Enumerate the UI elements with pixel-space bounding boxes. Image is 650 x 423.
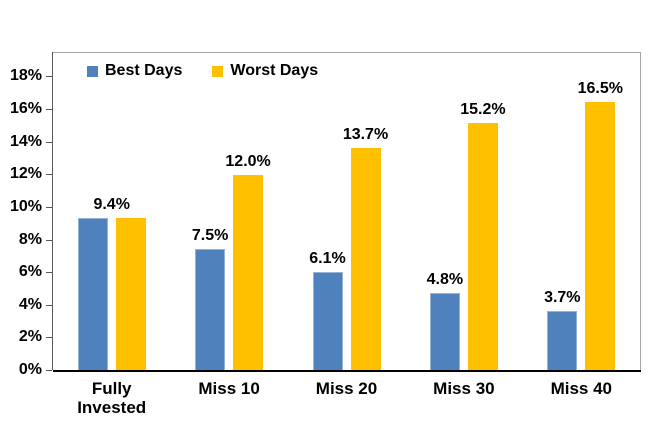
y-tick-mark-0 xyxy=(46,370,52,371)
y-tick-label-4: 4% xyxy=(18,295,42,313)
bar-group-miss-10 xyxy=(195,53,264,371)
y-tick-mark-14 xyxy=(46,141,52,143)
y-tick-mark-4 xyxy=(46,304,52,306)
legend-item-best-days: Best Days xyxy=(87,62,182,80)
y-tick-label-16: 16% xyxy=(9,100,42,118)
bar-group-miss-40 xyxy=(547,53,616,371)
bar-best-days-miss-30 xyxy=(429,292,460,371)
y-tick-mark-16 xyxy=(46,109,52,111)
data-label-miss-30-worst-days: 15.2% xyxy=(460,101,506,119)
y-tick-label-2: 2% xyxy=(18,328,42,346)
bar-group-miss-30 xyxy=(429,53,498,371)
data-label-fully-invested: 9.4% xyxy=(93,195,130,213)
bar-best-days-miss-10 xyxy=(195,248,226,371)
data-label-miss-40-best-days: 3.7% xyxy=(544,288,581,306)
y-tick-label-0: 0% xyxy=(18,361,42,378)
x-category-label-miss-40: Miss 40 xyxy=(550,379,613,398)
data-label-miss-20-best-days: 6.1% xyxy=(309,249,346,267)
y-tick-mark-12 xyxy=(46,174,52,176)
x-category-label-miss-20: Miss 20 xyxy=(315,379,378,398)
y-tick-mark-10 xyxy=(46,206,52,208)
legend-label-worst-days: Worst Days xyxy=(230,62,319,79)
y-tick-label-10: 10% xyxy=(9,197,42,215)
bar-worst-days-fully-invested xyxy=(115,217,146,371)
y-axis-line xyxy=(52,52,53,370)
legend-label-best-days: Best Days xyxy=(105,62,183,79)
x-axis-line xyxy=(53,370,641,372)
data-label-miss-10-best-days: 7.5% xyxy=(191,226,229,244)
y-tick-mark-18 xyxy=(46,76,52,78)
y-tick-mark-8 xyxy=(46,239,52,241)
bar-best-days-fully-invested xyxy=(77,217,108,371)
x-category-label-miss-10: Miss 10 xyxy=(198,379,260,398)
y-tick-mark-2 xyxy=(46,337,52,339)
bar-group-fully-invested xyxy=(77,53,146,371)
plot-area: 9.4% 7.5% 12.0% 6.1% 13.7% 4.8% 15.2% 3.7% 16.5% xyxy=(53,52,641,371)
data-label-miss-40-worst-days: 16.5% xyxy=(577,79,623,97)
bar-worst-days-miss-10 xyxy=(233,175,264,371)
y-tick-label-14: 14% xyxy=(9,132,42,150)
legend-swatch-icon-best-days xyxy=(87,65,98,77)
y-tick-label-6: 6% xyxy=(18,263,42,281)
legend-item-worst-days: Worst Days xyxy=(212,62,318,80)
x-category-label-fully-invested: Fully Invested xyxy=(77,379,147,417)
legend: Best Days Worst Days xyxy=(87,62,318,80)
y-tick-label-8: 8% xyxy=(18,230,42,248)
bar-best-days-miss-40 xyxy=(547,310,578,371)
y-tick-label-12: 12% xyxy=(9,165,42,183)
legend-swatch-icon-worst-days xyxy=(212,65,224,77)
data-label-miss-20-worst-days: 13.7% xyxy=(342,125,389,143)
data-label-miss-10-worst-days: 12.0% xyxy=(225,153,271,171)
y-tick-label-18: 18% xyxy=(9,67,42,85)
x-category-label-miss-30: Miss 30 xyxy=(433,379,495,398)
bar-worst-days-miss-30 xyxy=(467,123,498,371)
data-label-miss-30-best-days: 4.8% xyxy=(426,270,464,288)
y-tick-mark-6 xyxy=(46,272,52,274)
bar-best-days-miss-20 xyxy=(312,271,343,371)
bar-group-miss-20 xyxy=(312,53,381,371)
bar-worst-days-miss-40 xyxy=(585,101,616,371)
